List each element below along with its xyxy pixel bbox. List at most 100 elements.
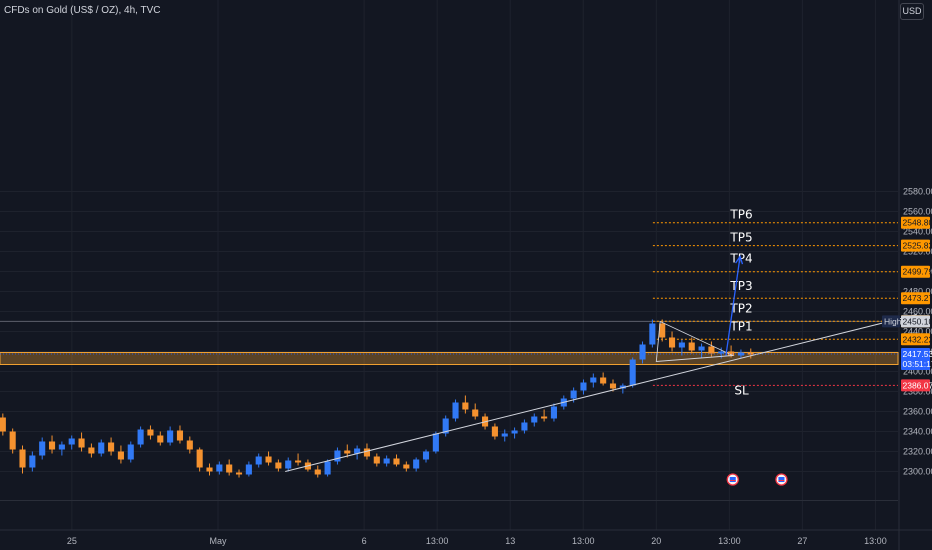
- sl-price-tag: 2386.07: [903, 380, 932, 390]
- price-tick-label: 2360.00: [903, 407, 932, 417]
- last-price-tag-bg: [901, 347, 930, 370]
- candle-body: [747, 352, 754, 355]
- price-axis[interactable]: 2300.00 2320.00 2340.00 2360.00 2380.00 2400.…: [903, 187, 932, 477]
- tp2-label: TP2: [729, 301, 752, 315]
- candle-body: [511, 430, 518, 434]
- candle-body: [373, 456, 380, 464]
- candle-body: [422, 451, 430, 460]
- tp5-price-tag: 2525.82: [903, 241, 932, 251]
- candle-body: [196, 449, 203, 468]
- candle-body: [206, 467, 213, 472]
- drawings[interactable]: [285, 255, 917, 472]
- candle-body: [728, 351, 735, 356]
- high-price-tag: 2450.10: [903, 316, 932, 326]
- price-tick-label: 2400.00: [903, 367, 932, 377]
- candle-body: [314, 469, 321, 475]
- candle-body: [570, 390, 577, 399]
- candle-body: [501, 433, 508, 437]
- candle-body: [639, 344, 646, 360]
- price-tick-label: 2540.00: [903, 227, 932, 237]
- time-tick-label: 27: [797, 536, 807, 546]
- candle-body: [186, 440, 193, 450]
- sl-label: SL: [734, 383, 749, 397]
- candle-body: [472, 409, 479, 417]
- candle-body: [255, 456, 262, 465]
- candle-body: [531, 416, 538, 423]
- time-tick-label: 6: [362, 536, 367, 546]
- tp1-price-tag: 2432.22: [903, 334, 932, 344]
- price-tick-label: 2480.00: [903, 287, 932, 297]
- tp5-price-tag-bg: [901, 239, 930, 252]
- candle-body: [432, 433, 439, 452]
- candle-body: [78, 438, 85, 448]
- tp6-label: TP6: [729, 208, 752, 222]
- candle-body: [108, 442, 115, 452]
- triangle-pattern: [655, 320, 735, 362]
- candle-body: [98, 442, 105, 454]
- candle-body: [550, 406, 557, 419]
- candle-body: [39, 441, 46, 456]
- candle-body: [619, 385, 626, 389]
- candle-body: [0, 417, 6, 432]
- candle-body: [344, 450, 351, 454]
- candle-body: [363, 448, 371, 457]
- candle-body: [580, 382, 587, 391]
- currency-button[interactable]: USD: [900, 3, 924, 20]
- price-tick-label: 2460.00: [903, 307, 932, 317]
- candle-body: [147, 429, 154, 436]
- event-icons[interactable]: [726, 473, 788, 486]
- candle-body: [521, 422, 528, 431]
- candle-body: [452, 402, 459, 419]
- flag-icon-field: [729, 477, 736, 482]
- candle-body: [9, 431, 16, 450]
- candle-body: [216, 464, 223, 472]
- candle-body: [737, 352, 744, 356]
- candle-body: [688, 342, 695, 351]
- candle-body: [413, 459, 420, 469]
- candle-body: [275, 462, 282, 469]
- sl-price-tag-bg: [901, 379, 930, 392]
- candle-body: [442, 418, 449, 434]
- tp3-label: TP3: [729, 279, 752, 293]
- flag-icon: [775, 473, 788, 486]
- candle-body: [324, 461, 331, 475]
- price-tick-label: 2580.00: [903, 187, 932, 197]
- candle-body: [88, 447, 95, 454]
- high-price-tag-bg: [901, 315, 930, 328]
- price-tick-label: 2320.00: [903, 447, 932, 457]
- price-tick-label: 2300.00: [903, 467, 932, 477]
- price-tick-label: 2440.00: [903, 327, 932, 337]
- time-tick-label: May: [209, 536, 227, 546]
- candle-body: [354, 448, 361, 454]
- tp3-price-tag: 2473.27: [903, 293, 932, 303]
- candle-body: [698, 346, 705, 351]
- time-axis[interactable]: 13:002225May613:001313:002013:002713:00J…: [0, 536, 932, 546]
- candle-body: [649, 323, 656, 345]
- candle-body: [600, 377, 607, 384]
- time-tick-label: 13:00: [864, 536, 887, 546]
- time-tick-label: 13:00: [572, 536, 595, 546]
- candle-body: [334, 450, 341, 462]
- time-tick-label: 13:00: [426, 536, 449, 546]
- time-tick-label: 20: [651, 536, 661, 546]
- candle-body: [718, 351, 725, 354]
- trend-line: [285, 314, 917, 472]
- flag-icon: [726, 473, 739, 486]
- candle-body: [127, 444, 134, 460]
- price-tick-label: 2380.00: [903, 387, 932, 397]
- candle-body: [609, 383, 617, 389]
- tp3-price-tag-bg: [901, 292, 930, 305]
- candle-body: [393, 458, 400, 465]
- candle-body: [137, 429, 144, 445]
- candle-body: [235, 472, 243, 475]
- candle-body: [462, 402, 469, 410]
- candle-body: [285, 460, 292, 469]
- symbol-title[interactable]: CFDs on Gold (US$ / OZ), 4h, TVC: [4, 5, 161, 16]
- candle-body: [157, 435, 164, 443]
- candle-body: [245, 464, 252, 475]
- price-tick-label: 2340.00: [903, 427, 932, 437]
- tp6-price-tag: 2548.80: [903, 218, 932, 228]
- candle-body: [668, 337, 676, 348]
